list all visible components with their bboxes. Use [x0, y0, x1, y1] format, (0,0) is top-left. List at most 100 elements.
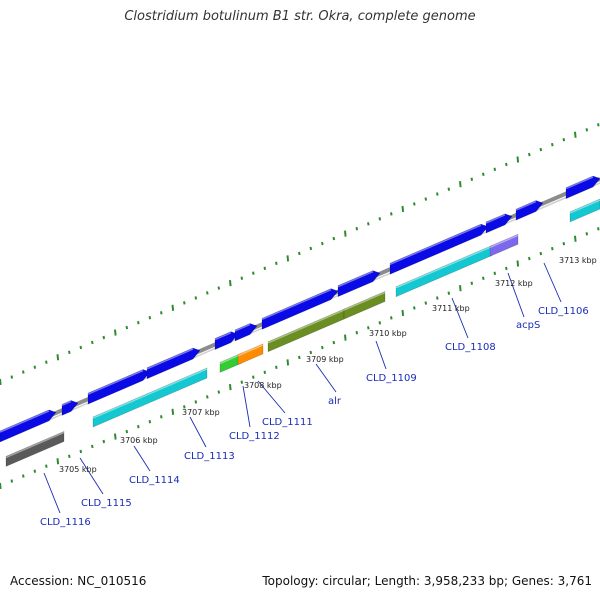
inner-dotted-track-mark	[114, 433, 117, 440]
outer-dotted-track-mark	[217, 286, 221, 290]
outer-dotted-track-mark	[91, 340, 94, 345]
inner-dotted-track-mark	[45, 464, 48, 468]
feature-cyan-highlight	[92, 368, 208, 419]
outer-dotted-track-mark	[574, 131, 577, 138]
inner-dotted-track-mark	[562, 241, 566, 246]
gene-label-cld1111: CLD_1111	[262, 417, 313, 428]
inner-dotted-track-mark	[470, 281, 474, 285]
outer-dotted-track-mark	[240, 276, 244, 280]
gene-label-cld1109: CLD_1109	[366, 373, 417, 384]
outer-dotted-track-mark	[332, 236, 336, 241]
inner-dotted-track-mark	[355, 331, 359, 335]
inner-dotted-track-mark	[516, 260, 520, 267]
leader-line	[242, 385, 251, 428]
inner-dotted-track-mark	[505, 266, 508, 271]
cds-forward	[234, 323, 258, 342]
cds-forward	[61, 400, 79, 416]
feature-olive-highlight	[343, 291, 386, 311]
outer-dotted-track-mark	[401, 205, 405, 213]
inner-dotted-track-mark	[378, 321, 382, 325]
dotted-tracks	[0, 123, 600, 490]
inner-dotted-track-mark	[332, 340, 336, 345]
inner-dotted-track-mark	[79, 449, 83, 454]
inner-dotted-track-mark	[309, 350, 313, 355]
inner-dotted-track-mark	[275, 365, 278, 370]
inner-dotted-track-mark	[171, 408, 175, 415]
tick-label-3712: 3712 kbp	[495, 279, 533, 288]
outer-dotted-track-mark	[102, 335, 106, 340]
inner-dotted-track-mark	[206, 395, 209, 399]
inner-dotted-track-mark	[321, 345, 324, 350]
tick-label-3707: 3707 kbp	[182, 408, 220, 417]
inner-dotted-track-mark	[0, 482, 2, 490]
outer-dotted-track-mark	[597, 123, 600, 127]
feature-orange-highlight	[237, 344, 264, 357]
leader-line	[451, 297, 469, 339]
gene-label-cld1112: CLD_1112	[229, 431, 280, 442]
outer-dotted-track-mark	[309, 246, 313, 251]
outer-dotted-track-mark	[114, 329, 117, 336]
cds-forward-highlight	[214, 331, 232, 341]
outer-dotted-track-mark	[539, 147, 543, 152]
outer-dotted-track-mark	[470, 177, 474, 181]
cds-forward	[0, 409, 57, 443]
feature-gray	[5, 431, 65, 467]
feature-cyan	[395, 244, 493, 298]
inner-dotted-track-mark	[493, 271, 497, 276]
outer-dotted-track-mark	[33, 365, 37, 369]
cds-forward	[565, 175, 600, 200]
inner-dotted-track-mark	[252, 375, 255, 379]
feature-track	[0, 175, 600, 467]
outer-dotted-track-mark	[321, 241, 324, 246]
inner-dotted-track-mark	[401, 309, 405, 317]
inner-dotted-track-mark	[22, 474, 25, 478]
topology-text: Topology: circular; Length: 3,958,233 bp…	[262, 574, 592, 588]
leader-line	[375, 340, 387, 370]
gene-label-cld1108: CLD_1108	[445, 342, 496, 353]
cds-forward-highlight	[234, 323, 251, 332]
outer-dotted-track-mark	[56, 354, 60, 361]
inner-dotted-track-mark	[574, 235, 577, 242]
inner-dotted-track-mark	[160, 415, 163, 419]
inner-dotted-track-mark	[436, 296, 439, 300]
cds-forward	[389, 223, 489, 275]
inner-dotted-track-mark	[344, 334, 347, 341]
outer-dotted-track-mark	[390, 212, 393, 216]
outer-dotted-track-mark	[505, 162, 508, 167]
inner-dotted-track-mark	[194, 400, 198, 404]
accession-text: Accession: NC_010516	[10, 574, 147, 588]
outer-dotted-track-mark	[447, 187, 451, 191]
inner-dotted-track-mark	[148, 420, 152, 424]
inner-dotted-track-mark	[390, 316, 393, 320]
cds-forward-highlight	[337, 270, 374, 288]
feature-cyan	[92, 367, 208, 428]
outer-dotted-track-mark	[413, 202, 416, 206]
outer-dotted-track-mark	[252, 271, 255, 275]
outer-dotted-track-mark	[68, 350, 71, 355]
outer-dotted-track-mark	[286, 255, 290, 262]
cds-forward	[87, 369, 151, 405]
cds-forward	[337, 270, 381, 298]
cds-forward-highlight	[515, 200, 537, 211]
gene-label-alr: alr	[328, 396, 342, 407]
inner-dotted-track-mark	[539, 251, 543, 256]
feature-gray-highlight	[5, 431, 65, 459]
tick-label-3706: 3706 kbp	[120, 436, 158, 445]
inner-dotted-track-mark	[585, 232, 589, 236]
leader-line	[507, 272, 525, 318]
feature-purple	[489, 233, 519, 257]
leader-line	[257, 380, 286, 414]
outer-dotted-track-mark	[229, 280, 232, 287]
inner-dotted-track-mark	[298, 355, 301, 360]
outer-dotted-track-mark	[367, 222, 370, 226]
inner-dotted-track-mark	[459, 285, 462, 292]
inner-dotted-track-mark	[528, 256, 531, 261]
outer-dotted-track-mark	[125, 325, 129, 330]
outer-dotted-track-mark	[551, 142, 554, 147]
outer-dotted-track-mark	[344, 230, 347, 237]
inner-dotted-track-mark	[597, 227, 600, 231]
cds-forward	[261, 288, 339, 330]
outer-dotted-track-mark	[355, 227, 359, 231]
outer-dotted-track-mark	[22, 370, 25, 374]
cds-forward-highlight	[61, 400, 72, 407]
